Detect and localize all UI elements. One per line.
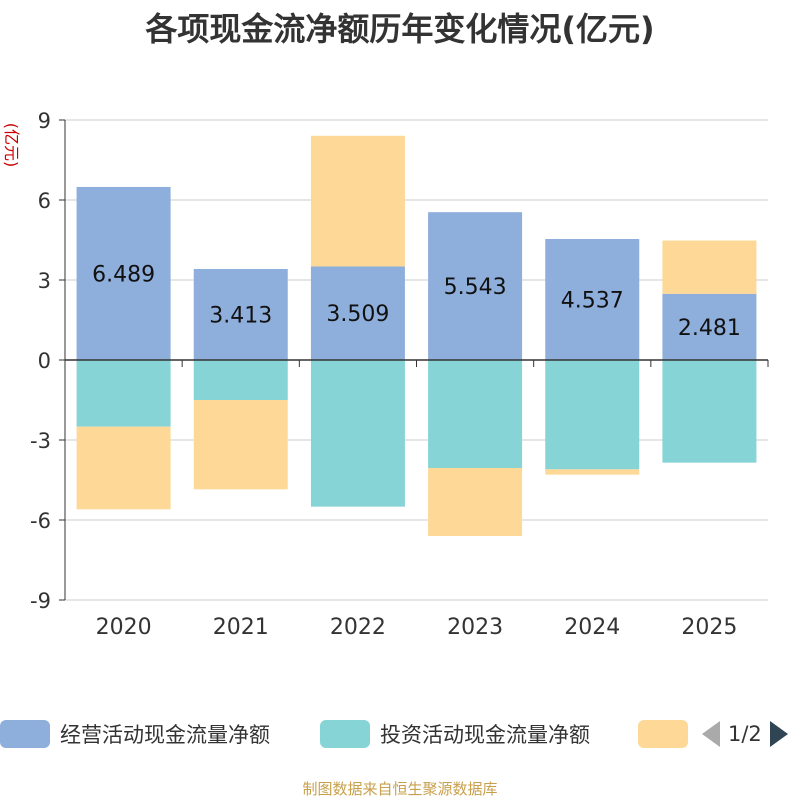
- y-tick-label: 0: [38, 349, 51, 373]
- legend-item-financing[interactable]: [638, 716, 688, 752]
- y-tick-label: -9: [30, 589, 51, 613]
- legend-swatch-financing: [638, 720, 688, 748]
- data-label-2024: 4.537: [561, 289, 624, 314]
- bar-2024-series0: [545, 239, 640, 360]
- legend-label-investing: 投资活动现金流量净额: [380, 723, 590, 747]
- bar-2021-series1: [193, 360, 288, 400]
- legend-item-investing[interactable]: 投资活动现金流量净额: [320, 716, 590, 752]
- x-tick-label-2025: 2025: [681, 615, 737, 640]
- data-label-2020: 6.489: [92, 262, 155, 287]
- legend-swatch-investing: [320, 720, 370, 748]
- x-tick-label-2021: 2021: [213, 615, 269, 640]
- bar-2021-series0: [193, 268, 288, 360]
- pager-next-icon[interactable]: [768, 719, 790, 749]
- bar-2024-series2: [545, 469, 640, 475]
- axes: 9 6 3 0 -3 -6 -9 (亿元) 2020 2021 2022 2023 2024 2025: [2, 109, 769, 640]
- legend-pager: 1/2: [700, 716, 790, 752]
- chart-title: 各项现金流净额历年变化情况(亿元): [145, 10, 655, 48]
- x-tick-label-2020: 2020: [96, 615, 152, 640]
- bar-2023-series2: [428, 468, 523, 536]
- legend-label-operating: 经营活动现金流量净额: [60, 723, 270, 747]
- bar-2025-series1: [662, 360, 757, 463]
- bar-2025-series2: [662, 240, 757, 294]
- legend: 经营活动现金流量净额 投资活动现金流量净额 1/2: [0, 716, 800, 752]
- pager-prev-icon[interactable]: [700, 719, 722, 749]
- y-tick-label: 3: [38, 269, 51, 293]
- source-footer: 制图数据来自恒生聚源数据库: [302, 780, 498, 798]
- data-label-2025: 2.481: [678, 316, 741, 341]
- bar-2025-series0: [662, 293, 757, 360]
- bar-2020-series2: [76, 426, 171, 510]
- y-tick-label: 6: [38, 189, 51, 213]
- bar-2023-series0: [428, 212, 523, 360]
- data-label-2022: 3.509: [326, 302, 389, 327]
- y-axis-label: (亿元): [2, 123, 21, 168]
- bar-2020-series0: [76, 186, 171, 360]
- bars: [76, 135, 757, 536]
- data-label-2023: 5.543: [444, 275, 507, 300]
- data-labels: 6.489 3.413 3.509 5.543 4.537 2.481: [92, 262, 741, 340]
- x-tick-label-2023: 2023: [447, 615, 503, 640]
- y-tick-label: 9: [38, 109, 51, 133]
- x-tick-label-2024: 2024: [564, 615, 620, 640]
- bar-2024-series1: [545, 360, 640, 470]
- y-tick-label: -6: [30, 509, 51, 533]
- bar-2022-series1: [310, 360, 405, 507]
- bar-2023-series1: [428, 360, 523, 468]
- x-tick-label-2022: 2022: [330, 615, 386, 640]
- chart-canvas: 9 6 3 0 -3 -6 -9 (亿元) 2020 2021 2022 2023 2024 2025 6…: [2, 109, 769, 640]
- pager-text: 1/2: [728, 722, 762, 746]
- bar-2021-series2: [193, 400, 288, 490]
- data-label-2021: 3.413: [209, 303, 272, 328]
- y-tick-label: -3: [30, 429, 51, 453]
- legend-swatch-operating: [0, 720, 50, 748]
- legend-item-operating[interactable]: 经营活动现金流量净额: [0, 716, 270, 752]
- bar-2022-series2: [310, 135, 405, 267]
- bar-2022-series0: [310, 266, 405, 360]
- bar-2020-series1: [76, 360, 171, 427]
